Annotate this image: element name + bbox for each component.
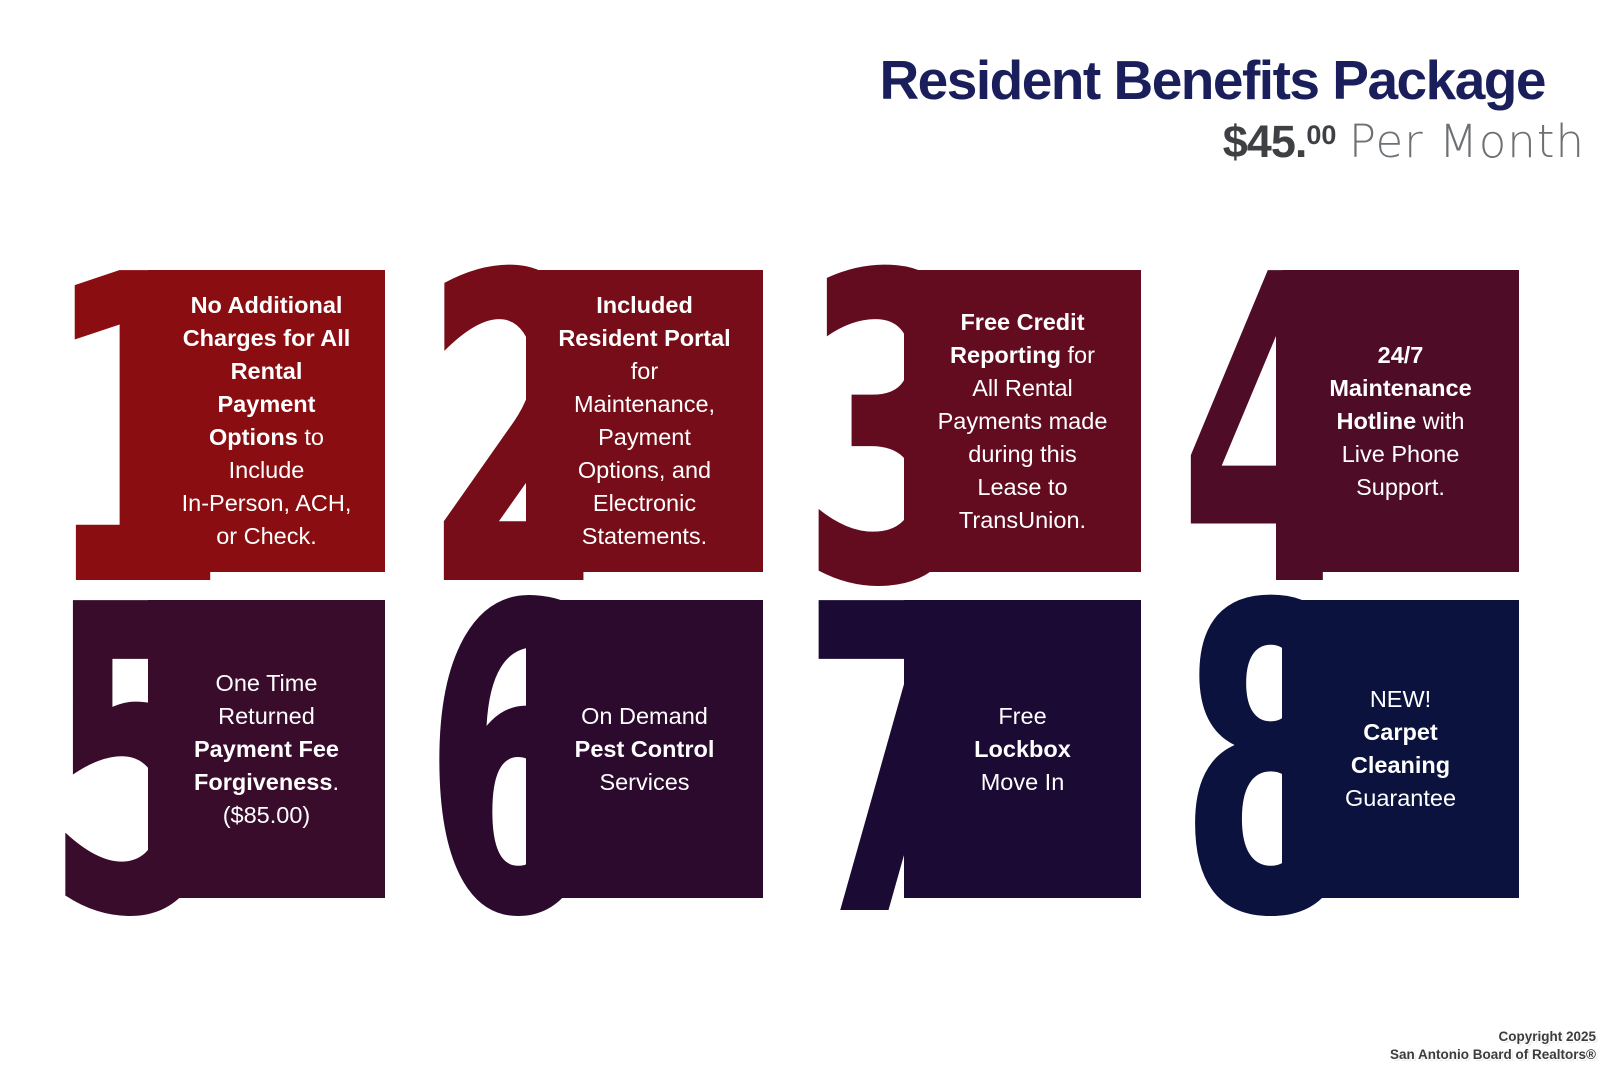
benefits-grid: 1 No Additional Charges for All Rental Payme… <box>45 222 1519 977</box>
card-1-text-line: or Check. <box>216 523 317 549</box>
copyright-line1: Copyright 2025 <box>1498 1028 1596 1044</box>
card-7-text-line: Free <box>998 702 1047 729</box>
card-3-text-line: Reporting for <box>950 341 1095 368</box>
card-4-text-line: Live Phone <box>1341 440 1460 467</box>
card-1-text-line: Options to <box>209 424 324 450</box>
card-7-text-line: Lockbox <box>974 735 1071 762</box>
card-4-text-line: Hotline with <box>1336 407 1465 434</box>
card-4-text-line: Maintenance <box>1329 374 1472 401</box>
price: $45.00 Per Month <box>879 117 1585 167</box>
card-1-text-line: In-Person, ACH, <box>181 490 352 516</box>
card-3-text: Free Credit Reporting for All Rental Paymen… <box>938 306 1108 537</box>
card-4-box: 24/7 Maintenance Hotline with Live Phone Sup… <box>1282 270 1519 572</box>
card-3-text-line: Lease to <box>977 473 1068 500</box>
benefit-card-4: 4 24/7 Maintenance Hotline with Live Phone Su… <box>1179 222 1519 647</box>
card-1-text-line: Include <box>228 457 305 483</box>
card-6-text-line: Services <box>599 768 690 795</box>
card-8-text-line: NEW! <box>1369 686 1432 712</box>
card-2-text-line: Electronic <box>592 490 697 516</box>
card-4-text-line: Support. <box>1356 473 1445 500</box>
card-1-text-line: Rental <box>230 358 303 384</box>
price-cents: 00 <box>1306 120 1337 151</box>
card-2-text-line: Maintenance, <box>573 391 716 417</box>
benefit-card-2: 2 Included Resident Portal for Maintenance, P… <box>423 222 763 647</box>
card-1-text-line: Charges for All <box>182 325 351 351</box>
benefit-card-3: 3 Free Credit Reporting for All Rental Payme… <box>801 222 1141 647</box>
card-7-text: Free Lockbox Move In <box>974 700 1071 799</box>
card-6-box: On Demand Pest Control Services <box>526 600 763 898</box>
card-8-text: NEW! Carpet Cleaning Guarantee <box>1345 683 1456 815</box>
page-title: Resident Benefits Package <box>879 49 1546 111</box>
card-1-text: No Additional Charges for All Rental Paymen… <box>182 289 352 553</box>
card-2-text-line: Options, and <box>577 457 712 483</box>
benefit-card-6: 6 On Demand Pest Control Services <box>423 552 763 977</box>
card-2-text-line: for <box>630 358 659 384</box>
card-8-text-line: Guarantee <box>1344 785 1457 811</box>
card-5-text-line: Payment Fee <box>194 735 339 762</box>
card-2-text-line: Payment <box>598 424 691 450</box>
card-2-text-line: Included <box>596 292 693 318</box>
card-7-box: Free Lockbox Move In <box>904 600 1141 898</box>
benefit-card-8: 8 NEW! Carpet Cleaning Guarantee <box>1179 552 1519 977</box>
card-3-text-line: TransUnion. <box>958 506 1087 533</box>
price-suffix: Per Month <box>1348 115 1585 169</box>
card-5-text-line: ($85.00) <box>222 801 311 828</box>
card-2-text-line: Statements. <box>581 523 708 549</box>
card-4-text: 24/7 Maintenance Hotline with Live Phone Sup… <box>1329 339 1471 504</box>
benefit-card-7: 7 Free Lockbox Move In <box>801 552 1141 977</box>
copyright: Copyright 2025 San Antonio Board of Real… <box>1390 1028 1596 1064</box>
card-4-text-line: 24/7 <box>1377 341 1424 368</box>
card-3-text-line: Payments made <box>937 407 1108 434</box>
card-3-text-line: All Rental <box>972 374 1073 401</box>
card-6-text-line: On Demand <box>581 702 708 729</box>
card-6-text-line: Pest Control <box>574 735 715 762</box>
card-5-box: One Time Returned Payment Fee Forgiveness. (… <box>148 600 385 898</box>
card-1-text-line: Payment <box>217 391 316 417</box>
card-7-text-line: Move In <box>980 768 1065 795</box>
card-3-text-line: during this <box>968 440 1077 467</box>
card-8-box: NEW! Carpet Cleaning Guarantee <box>1282 600 1519 898</box>
card-2-box: Included Resident Portal for Maintenance, Pa… <box>526 270 763 572</box>
card-2-text-line: Resident Portal <box>558 325 731 351</box>
benefit-card-5: 5 One Time Returned Payment Fee Forgiveness.… <box>45 552 385 977</box>
card-5-text: One Time Returned Payment Fee Forgiveness. (… <box>194 667 339 832</box>
card-3-text-line: Free Credit <box>960 308 1085 335</box>
card-3-box: Free Credit Reporting for All Rental Paymen… <box>904 270 1141 572</box>
card-8-text-line: Carpet <box>1363 719 1438 745</box>
header: Resident Benefits Package $45.00 Per Mon… <box>879 49 1585 167</box>
card-5-text-line: Forgiveness. <box>194 768 339 795</box>
copyright-line2: San Antonio Board of Realtors® <box>1390 1046 1596 1062</box>
card-8-text-line: Cleaning <box>1350 752 1451 778</box>
price-amount: $45. <box>1222 116 1308 168</box>
benefit-card-1: 1 No Additional Charges for All Rental Payme… <box>45 222 385 647</box>
card-5-text-line: Returned <box>218 702 315 729</box>
card-6-text: On Demand Pest Control Services <box>575 700 715 799</box>
card-2-text: Included Resident Portal for Maintenance, Pa… <box>558 289 730 553</box>
card-1-text-line: No Additional <box>190 292 343 318</box>
card-5-text-line: One Time <box>215 669 318 696</box>
card-1-box: No Additional Charges for All Rental Paymen… <box>148 270 385 572</box>
